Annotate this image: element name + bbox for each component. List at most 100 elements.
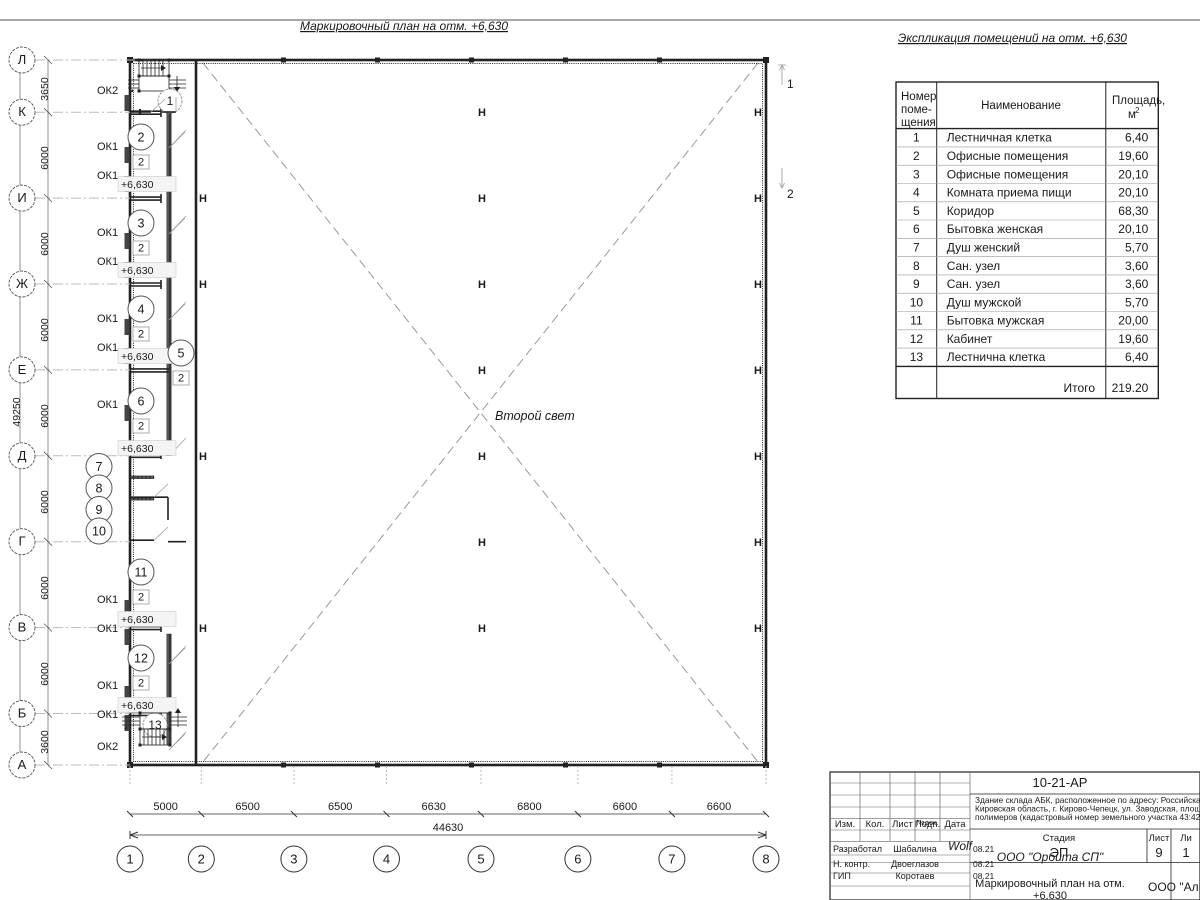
svg-text:2: 2 [1135, 106, 1140, 115]
svg-text:Кабинет: Кабинет [947, 332, 993, 346]
svg-text:219.20: 219.20 [1112, 381, 1149, 395]
svg-text:Н: Н [754, 451, 762, 463]
svg-text:2: 2 [787, 187, 794, 201]
svg-text:Н: Н [478, 451, 486, 463]
svg-text:ОК1: ОК1 [97, 342, 118, 354]
svg-text:5,70: 5,70 [1125, 241, 1149, 255]
svg-text:Лестничная клетка: Лестничная клетка [947, 131, 1052, 145]
svg-text:5000: 5000 [153, 801, 177, 813]
svg-text:5: 5 [178, 347, 185, 361]
svg-text:3,60: 3,60 [1125, 259, 1149, 273]
svg-text:7: 7 [96, 460, 103, 474]
svg-text:2: 2 [138, 421, 144, 433]
svg-text:Н: Н [478, 107, 486, 119]
svg-text:49250: 49250 [11, 397, 23, 426]
svg-text:Н: Н [754, 365, 762, 377]
svg-text:5: 5 [477, 852, 484, 867]
svg-text:19,60: 19,60 [1118, 332, 1148, 346]
svg-text:ООО "Орбита СП": ООО "Орбита СП" [997, 850, 1104, 864]
svg-text:ОК2: ОК2 [97, 741, 118, 753]
svg-text:Е: Е [18, 362, 27, 377]
svg-text:А: А [18, 757, 27, 772]
svg-text:6800: 6800 [517, 801, 541, 813]
svg-text:9: 9 [96, 503, 103, 517]
svg-text:5,70: 5,70 [1125, 295, 1149, 309]
svg-text:9: 9 [913, 277, 920, 291]
svg-text:Н: Н [754, 107, 762, 119]
svg-text:Н. контр.: Н. контр. [833, 859, 870, 869]
svg-text:12: 12 [910, 332, 924, 346]
svg-text:13: 13 [910, 350, 924, 364]
svg-text:ОК1: ОК1 [97, 256, 118, 268]
svg-text:Душ мужской: Душ мужской [947, 295, 1022, 309]
svg-text:Л: Л [18, 52, 27, 67]
svg-text:+6,630: +6,630 [1033, 890, 1067, 900]
svg-text:Лист: Лист [892, 819, 913, 830]
svg-text:2: 2 [138, 592, 144, 604]
svg-text:Н: Н [754, 623, 762, 635]
svg-text:Н: Н [754, 537, 762, 549]
svg-text:6600: 6600 [707, 801, 731, 813]
svg-text:6: 6 [913, 222, 920, 236]
svg-text:Наименование: Наименование [981, 100, 1061, 112]
svg-text:19,60: 19,60 [1118, 149, 1148, 163]
svg-text:20,10: 20,10 [1118, 167, 1148, 181]
svg-text:К: К [18, 104, 26, 119]
svg-text:8: 8 [96, 482, 103, 496]
svg-text:2: 2 [138, 157, 144, 169]
svg-text:Н: Н [478, 279, 486, 291]
svg-text:Г: Г [18, 534, 25, 549]
svg-text:6500: 6500 [328, 801, 352, 813]
svg-text:4: 4 [138, 303, 145, 317]
svg-text:Разработал: Разработал [833, 844, 882, 854]
svg-text:6500: 6500 [235, 801, 259, 813]
svg-text:11: 11 [135, 566, 148, 580]
svg-text:Бытовка мужская: Бытовка мужская [947, 314, 1045, 328]
svg-text:Н: Н [754, 193, 762, 205]
svg-text:2: 2 [138, 678, 144, 690]
svg-text:1: 1 [1182, 845, 1189, 860]
svg-text:ОК1: ОК1 [97, 399, 118, 411]
svg-text:4: 4 [913, 186, 920, 200]
svg-text:+6,630: +6,630 [121, 265, 154, 277]
svg-text:3600: 3600 [39, 730, 51, 754]
svg-text:6000: 6000 [39, 490, 51, 514]
svg-text:ОК1: ОК1 [97, 594, 118, 606]
svg-text:Кол.: Кол. [866, 819, 885, 830]
svg-text:Коридор: Коридор [947, 204, 995, 218]
svg-text:Лестнична клетка: Лестнична клетка [947, 350, 1046, 364]
svg-text:Лист: Лист [1149, 833, 1170, 844]
svg-text:Б: Б [18, 706, 27, 721]
svg-text:+6,630: +6,630 [121, 443, 154, 455]
svg-text:Офисные помещения: Офисные помещения [947, 167, 1069, 181]
svg-text:Маркировочный план на отм. +6,: Маркировочный план на отм. +6,630 [300, 19, 508, 33]
svg-text:2: 2 [178, 373, 184, 385]
svg-text:5: 5 [913, 204, 920, 218]
svg-text:В: В [18, 620, 27, 635]
svg-text:2: 2 [913, 149, 920, 163]
svg-text:9: 9 [1155, 845, 1162, 860]
svg-text:20,10: 20,10 [1118, 222, 1148, 236]
svg-text:щения: щения [901, 117, 936, 129]
svg-text:ОК1: ОК1 [97, 623, 118, 635]
svg-text:Бытовка женская: Бытовка женская [947, 222, 1043, 236]
svg-text:6000: 6000 [39, 662, 51, 686]
svg-text:6: 6 [138, 395, 145, 409]
svg-text:6: 6 [574, 852, 581, 867]
svg-text:+6,630: +6,630 [121, 179, 154, 191]
svg-text:Сан. узел: Сан. узел [947, 259, 1000, 273]
svg-text:6000: 6000 [39, 576, 51, 600]
svg-text:поме-: поме- [901, 104, 932, 116]
svg-text:12: 12 [134, 652, 148, 666]
svg-text:68,30: 68,30 [1118, 204, 1148, 218]
svg-text:ОК1: ОК1 [97, 313, 118, 325]
svg-text:6,40: 6,40 [1125, 350, 1149, 364]
svg-text:Офисные помещения: Офисные помещения [947, 149, 1069, 163]
svg-text:3,60: 3,60 [1125, 277, 1149, 291]
svg-text:3650: 3650 [39, 77, 51, 101]
svg-text:6000: 6000 [39, 404, 51, 428]
svg-text:+6,630: +6,630 [121, 614, 154, 626]
svg-text:Душ женский: Душ женский [947, 241, 1020, 255]
svg-text:полимеров (кадастровый номер з: полимеров (кадастровый номер земельного … [975, 812, 1200, 822]
svg-text:1: 1 [913, 131, 920, 145]
